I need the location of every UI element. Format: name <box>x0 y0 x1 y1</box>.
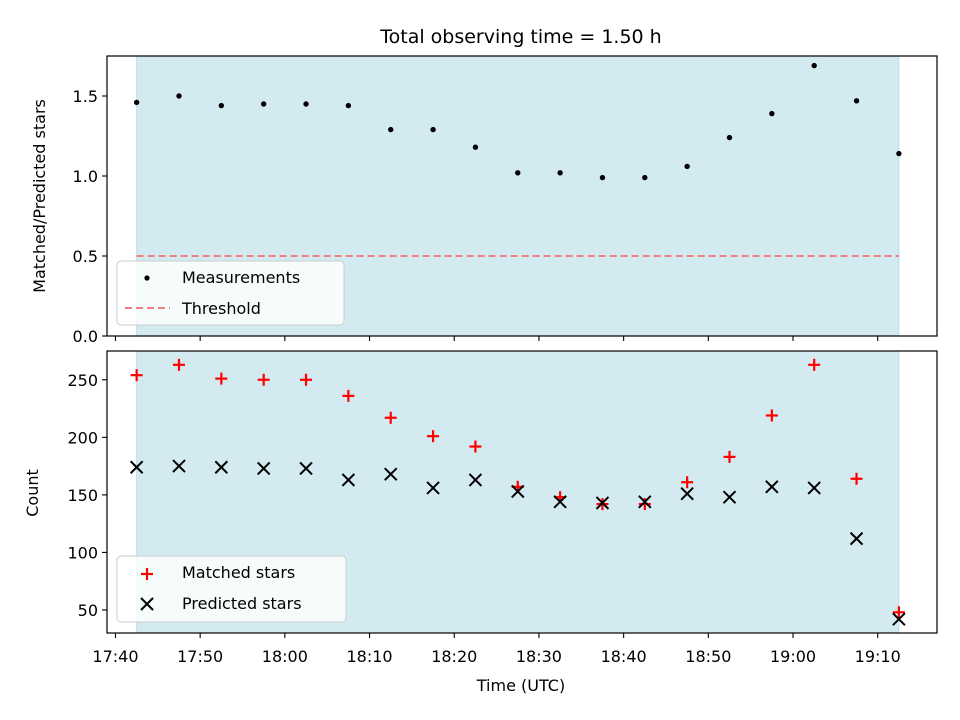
measurement-point <box>642 174 648 181</box>
predicted-stars-point <box>341 473 356 487</box>
measurement-point <box>896 150 902 157</box>
legend-predicted-marker <box>140 597 154 611</box>
measurement-point <box>388 126 394 133</box>
measurement-point <box>811 62 817 69</box>
matched-stars-point <box>427 430 440 443</box>
matched-stars-point <box>723 450 736 463</box>
predicted-stars-point <box>849 531 864 546</box>
matched-stars-point <box>808 358 821 371</box>
bottom-y-tick-label: 250 <box>67 371 98 390</box>
top-y-tick-label: 1.5 <box>73 87 98 106</box>
bottom-series-layer <box>129 358 906 626</box>
x-tick-label: 19:10 <box>855 647 901 666</box>
bottom-y-axis-label: Count <box>23 469 42 517</box>
legend-matched-marker <box>141 568 153 580</box>
x-tick-label: 18:40 <box>601 647 647 666</box>
measurement-point <box>472 144 479 150</box>
matched-stars-point <box>215 372 228 385</box>
legend-threshold-label: Threshold <box>181 299 261 318</box>
predicted-stars-point <box>680 487 694 501</box>
measurement-point <box>557 170 563 176</box>
measurement-point <box>853 98 860 104</box>
matched-stars-point <box>257 373 270 386</box>
measurement-point <box>726 134 733 141</box>
bottom-legend-box <box>116 555 347 623</box>
matched-stars-point <box>892 606 905 619</box>
bottom-y-ticks: 50 100 150 200 250 <box>67 371 107 620</box>
predicted-stars-point <box>299 461 313 476</box>
matched-stars-point <box>681 476 694 489</box>
predicted-stars-point <box>214 460 229 474</box>
measurement-point <box>260 101 267 107</box>
predicted-stars-point <box>595 496 610 510</box>
predicted-stars-point <box>384 467 398 481</box>
predicted-stars-point <box>892 612 906 626</box>
predicted-stars-point <box>553 495 567 509</box>
measurement-point <box>303 101 309 107</box>
x-tick-label: 18:20 <box>431 647 477 666</box>
predicted-stars-point <box>807 481 821 495</box>
x-tick-label: 17:50 <box>177 647 223 666</box>
x-tick-label: 17:40 <box>92 647 138 666</box>
x-tick-label: 18:50 <box>685 647 731 666</box>
bottom-y-tick-label: 100 <box>67 543 98 562</box>
bottom-panel: 50 100 150 200 250 17:40 17:50 18:00 18:10 18:20… <box>23 350 938 695</box>
x-tick-label: 18:00 <box>262 647 308 666</box>
x-tick-label: 18:30 <box>516 647 562 666</box>
matched-stars-point <box>300 373 313 386</box>
chart-title: Total observing time = 1.50 h <box>379 26 661 48</box>
bottom-y-tick-label: 200 <box>67 428 98 447</box>
measurement-point <box>515 170 521 176</box>
measurement-point <box>176 93 182 99</box>
legend-measurements-label: Measurements <box>182 268 300 287</box>
bottom-axes-frame <box>106 350 938 634</box>
x-axis-label: Time (UTC) <box>476 676 565 695</box>
x-tick-label: 18:10 <box>346 647 392 666</box>
measurement-point <box>599 174 606 181</box>
x-tick-label: 19:00 <box>770 647 816 666</box>
top-axes-frame <box>106 55 938 337</box>
predicted-stars-point <box>129 460 144 474</box>
measurement-point <box>430 126 436 133</box>
predicted-stars-point <box>765 480 779 494</box>
matched-stars-point <box>384 411 397 424</box>
top-y-ticks: 0.0 0.5 1.0 1.5 <box>73 87 107 346</box>
top-legend-box <box>116 260 345 326</box>
legend-matched-label: Matched stars <box>182 563 295 582</box>
matched-stars-point <box>638 498 651 511</box>
bottom-y-tick-label: 150 <box>67 486 98 505</box>
measurement-point <box>684 163 690 170</box>
predicted-stars-point <box>468 473 483 487</box>
matched-stars-point <box>469 440 482 453</box>
matched-stars-point <box>765 409 778 422</box>
matched-stars-point <box>850 472 863 485</box>
top-panel: 0.0 0.5 1.0 1.5 Matched/Predicted stars Mea… <box>30 55 938 346</box>
bottom-legend: Matched stars Predicted stars <box>116 555 347 623</box>
predicted-stars-point <box>426 481 440 495</box>
predicted-stars-point <box>172 459 186 473</box>
bottom-x-ticks: 17:40 17:50 18:00 18:10 18:20 18:30 18:40 18:50… <box>92 633 901 666</box>
matched-stars-point <box>130 369 143 382</box>
top-legend: Measurements Threshold <box>116 260 345 326</box>
measurement-point <box>769 110 775 117</box>
predicted-stars-point <box>722 490 737 504</box>
predicted-stars-point <box>511 484 525 499</box>
bottom-y-tick-label: 50 <box>78 601 98 620</box>
top-series-layer <box>133 62 902 257</box>
measurement-point <box>133 99 140 106</box>
predicted-stars-point <box>638 495 652 509</box>
predicted-stars-point <box>256 461 271 476</box>
measurement-point <box>218 102 225 109</box>
top-y-axis-label: Matched/Predicted stars <box>30 99 49 293</box>
legend-predicted-label: Predicted stars <box>182 594 302 613</box>
matched-stars-point <box>342 389 355 402</box>
top-x-ticks <box>114 336 879 341</box>
top-y-tick-label: 0.0 <box>73 327 98 346</box>
measurement-point <box>345 102 352 109</box>
top-y-tick-label: 0.5 <box>73 247 98 266</box>
legend-measurements-marker <box>144 275 150 281</box>
top-y-tick-label: 1.0 <box>73 167 98 186</box>
matched-stars-point <box>172 358 185 371</box>
